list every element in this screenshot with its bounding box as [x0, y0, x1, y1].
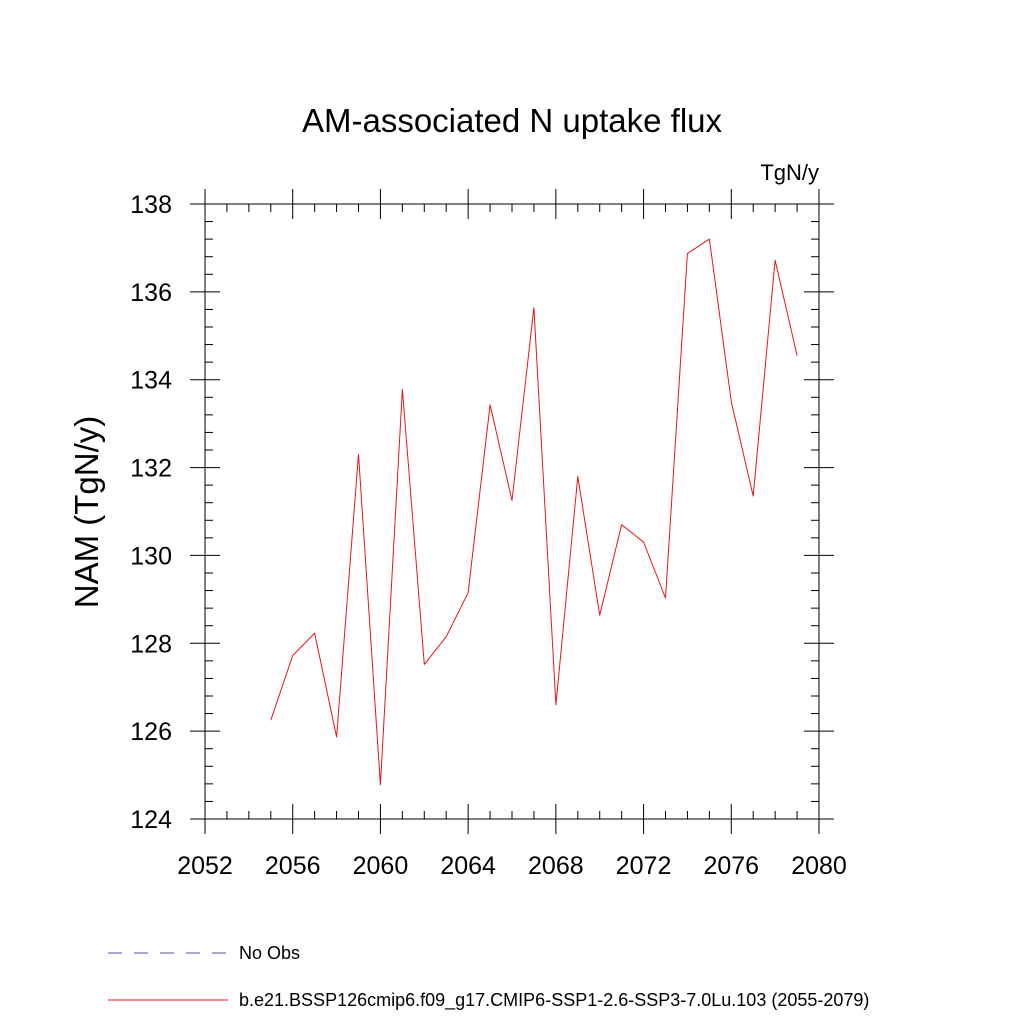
x-tick-label: 2064 [440, 852, 496, 880]
x-tick-label: 2068 [528, 852, 584, 880]
x-tick-label: 2060 [353, 852, 409, 880]
series-line [270, 238, 798, 786]
legend: No Obs b.e21.BSSP126cmip6.f09_g17.CMIP6-S… [108, 943, 869, 1011]
series-layer [270, 238, 798, 786]
chart-title: AM-associated N uptake flux [302, 102, 723, 139]
x-tick-label: 2080 [791, 852, 847, 880]
legend-label: No Obs [239, 943, 300, 963]
tick-labels: 2052 2056 2060 2064 2068 2072 2076 2080 124 126 12… [130, 191, 847, 880]
y-axis-label: NAM (TgN/y) [68, 416, 105, 609]
axis-ticks [190, 189, 834, 834]
y-tick-label: 132 [130, 455, 172, 483]
y-tick-label: 130 [130, 542, 172, 570]
units-label: TgN/y [760, 160, 819, 185]
y-tick-label: 136 [130, 279, 172, 307]
y-tick-label: 138 [130, 191, 172, 219]
y-tick-label: 134 [130, 367, 172, 395]
x-tick-label: 2072 [616, 852, 672, 880]
x-tick-label: 2052 [177, 852, 233, 880]
x-tick-label: 2056 [265, 852, 321, 880]
y-tick-label: 128 [130, 630, 172, 658]
x-tick-label: 2076 [703, 852, 759, 880]
legend-label: b.e21.BSSP126cmip6.f09_g17.CMIP6-SSP1-2.… [239, 990, 869, 1011]
plot-frame [204, 203, 820, 820]
y-tick-label: 126 [130, 718, 172, 746]
y-tick-label: 124 [130, 806, 172, 834]
